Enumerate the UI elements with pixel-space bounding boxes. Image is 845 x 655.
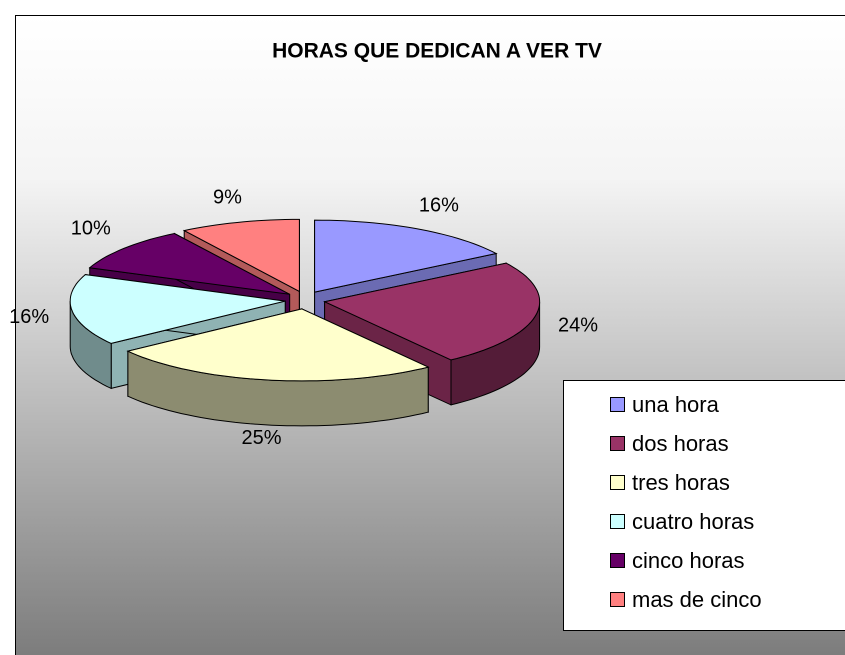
- legend-swatch: [610, 436, 625, 451]
- slice: [314, 219, 498, 293]
- slice: [182, 218, 300, 293]
- data-label: 16%: [419, 195, 459, 217]
- pie: [69, 218, 541, 427]
- legend-swatch: [610, 592, 625, 607]
- slice: [69, 274, 286, 344]
- slice: [126, 308, 430, 382]
- legend-swatch: [610, 397, 625, 412]
- slice: [88, 232, 290, 295]
- legend-swatch: [610, 475, 625, 490]
- legend-label: dos horas: [632, 431, 729, 456]
- legend-label: una hora: [632, 392, 720, 417]
- legend: [563, 380, 845, 631]
- legend-swatch: [610, 553, 625, 568]
- legend-label: cinco horas: [632, 548, 745, 573]
- legend-label: tres horas: [632, 470, 730, 495]
- data-label: 16%: [9, 306, 49, 328]
- slice: [323, 262, 541, 361]
- legend-label: cuatro horas: [632, 509, 754, 534]
- legend-label: mas de cinco: [632, 587, 762, 612]
- data-label: 24%: [558, 315, 598, 337]
- data-label: 10%: [71, 217, 111, 239]
- data-label: 9%: [213, 187, 242, 209]
- data-labels: 16% 24% 25% 16% 10% 9%: [9, 187, 598, 449]
- data-label: 25%: [241, 427, 281, 449]
- chart-title: HORAS QUE DEDICAN A VER TV: [272, 40, 602, 63]
- legend-items: una hora dos horas tres horas cuatro horas c…: [610, 392, 762, 612]
- legend-swatch: [610, 514, 625, 529]
